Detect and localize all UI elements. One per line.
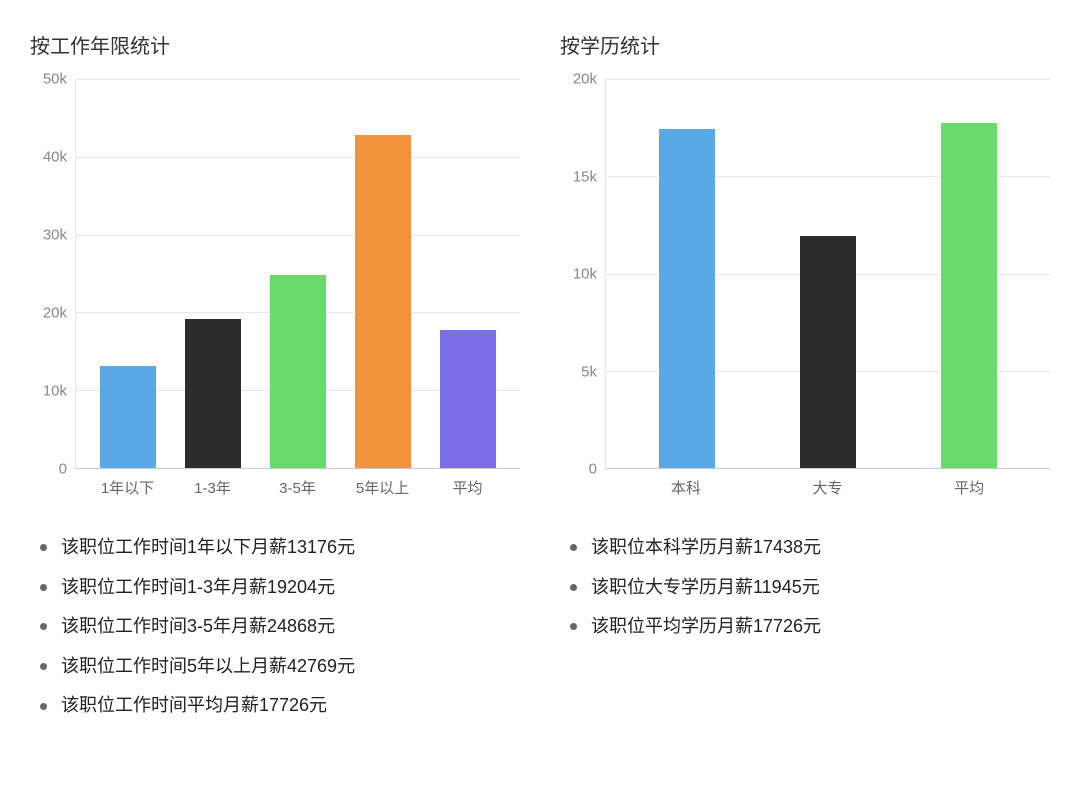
bullet-dot-icon bbox=[40, 544, 47, 551]
bar-slot bbox=[616, 79, 757, 468]
bullet-item: 该职位工作时间5年以上月薪42769元 bbox=[40, 647, 520, 687]
bullet-text: 该职位工作时间平均月薪17726元 bbox=[61, 686, 327, 726]
bar bbox=[800, 236, 856, 468]
bullet-text: 该职位平均学历月薪17726元 bbox=[591, 607, 821, 647]
y-tick-label: 5k bbox=[581, 363, 597, 380]
chart-education: 05k10k15k20k bbox=[560, 79, 1050, 469]
x-axis-experience: 1年以下1-3年3-5年5年以上平均 bbox=[75, 477, 520, 498]
bullet-item: 该职位工作时间1年以下月薪13176元 bbox=[40, 528, 520, 568]
bullet-text: 该职位本科学历月薪17438元 bbox=[591, 528, 821, 568]
x-tick-label: 平均 bbox=[425, 477, 510, 498]
x-tick-label: 本科 bbox=[615, 477, 757, 498]
bar-slot bbox=[340, 79, 425, 468]
bars-experience bbox=[76, 79, 520, 468]
bullet-text: 该职位工作时间3-5年月薪24868元 bbox=[61, 607, 335, 647]
y-tick-label: 0 bbox=[59, 461, 67, 478]
bar-slot bbox=[757, 79, 898, 468]
bar bbox=[659, 129, 715, 468]
x-tick-label: 5年以上 bbox=[340, 477, 425, 498]
bar-slot bbox=[425, 79, 510, 468]
bar bbox=[440, 330, 496, 468]
bullet-dot-icon bbox=[570, 544, 577, 551]
x-axis-education: 本科大专平均 bbox=[605, 477, 1050, 498]
x-tick-label: 平均 bbox=[898, 477, 1040, 498]
bullet-item: 该职位大专学历月薪11945元 bbox=[570, 568, 1050, 608]
bullet-item: 该职位工作时间平均月薪17726元 bbox=[40, 686, 520, 726]
y-tick-label: 10k bbox=[43, 383, 67, 400]
bar bbox=[941, 123, 997, 468]
plot-experience bbox=[75, 79, 520, 469]
panel-experience: 按工作年限统计 0 10k 20k 30k 40k 50k 1年以下1-3年3-5年5年以… bbox=[30, 30, 520, 726]
y-tick-label: 15k bbox=[573, 168, 597, 185]
bar-slot bbox=[256, 79, 341, 468]
bullet-text: 该职位工作时间1-3年月薪19204元 bbox=[61, 568, 335, 608]
y-axis-education: 05k10k15k20k bbox=[560, 79, 605, 469]
bullet-item: 该职位工作时间3-5年月薪24868元 bbox=[40, 607, 520, 647]
panels-container: 按工作年限统计 0 10k 20k 30k 40k 50k 1年以下1-3年3-5年5年以… bbox=[30, 30, 1050, 726]
y-tick-label: 10k bbox=[573, 266, 597, 283]
bar-slot bbox=[86, 79, 171, 468]
plot-education bbox=[605, 79, 1050, 469]
bullet-dot-icon bbox=[40, 623, 47, 630]
bar bbox=[270, 275, 326, 468]
y-tick-label: 40k bbox=[43, 149, 67, 166]
x-tick-label: 3-5年 bbox=[255, 477, 340, 498]
bullet-dot-icon bbox=[40, 584, 47, 591]
panel-education: 按学历统计 0 5k 10k 15k 20k 本科大专平均 该职位本科学历月薪17438… bbox=[560, 30, 1050, 726]
y-axis-experience: 010k20k30k40k50k bbox=[30, 79, 75, 469]
bullet-dot-icon bbox=[570, 623, 577, 630]
y-tick-label: 0 bbox=[589, 461, 597, 478]
chart-title-education: 按学历统计 bbox=[560, 30, 1050, 59]
bullet-dot-icon bbox=[570, 584, 577, 591]
bullet-text: 该职位大专学历月薪11945元 bbox=[591, 568, 820, 608]
bullet-dot-icon bbox=[40, 703, 47, 710]
bullet-item: 该职位工作时间1-3年月薪19204元 bbox=[40, 568, 520, 608]
x-tick-label: 大专 bbox=[757, 477, 899, 498]
chart-title-experience: 按工作年限统计 bbox=[30, 30, 520, 59]
y-tick-label: 20k bbox=[43, 305, 67, 322]
bullet-item: 该职位本科学历月薪17438元 bbox=[570, 528, 1050, 568]
bar-slot bbox=[171, 79, 256, 468]
bar bbox=[355, 135, 411, 468]
bullet-text: 该职位工作时间1年以下月薪13176元 bbox=[61, 528, 355, 568]
y-tick-label: 20k bbox=[573, 71, 597, 88]
y-tick-label: 30k bbox=[43, 227, 67, 244]
x-tick-label: 1年以下 bbox=[85, 477, 170, 498]
bars-education bbox=[606, 79, 1050, 468]
bullet-dot-icon bbox=[40, 663, 47, 670]
bullet-item: 该职位平均学历月薪17726元 bbox=[570, 607, 1050, 647]
chart-experience: 010k20k30k40k50k bbox=[30, 79, 520, 469]
bar-slot bbox=[899, 79, 1040, 468]
x-tick-label: 1-3年 bbox=[170, 477, 255, 498]
bullets-education: 该职位本科学历月薪17438元该职位大专学历月薪11945元该职位平均学历月薪1… bbox=[560, 528, 1050, 647]
y-tick-label: 50k bbox=[43, 71, 67, 88]
bar bbox=[100, 366, 156, 469]
bullets-experience: 该职位工作时间1年以下月薪13176元该职位工作时间1-3年月薪19204元该职… bbox=[30, 528, 520, 726]
bullet-text: 该职位工作时间5年以上月薪42769元 bbox=[61, 647, 355, 687]
bar bbox=[185, 319, 241, 468]
